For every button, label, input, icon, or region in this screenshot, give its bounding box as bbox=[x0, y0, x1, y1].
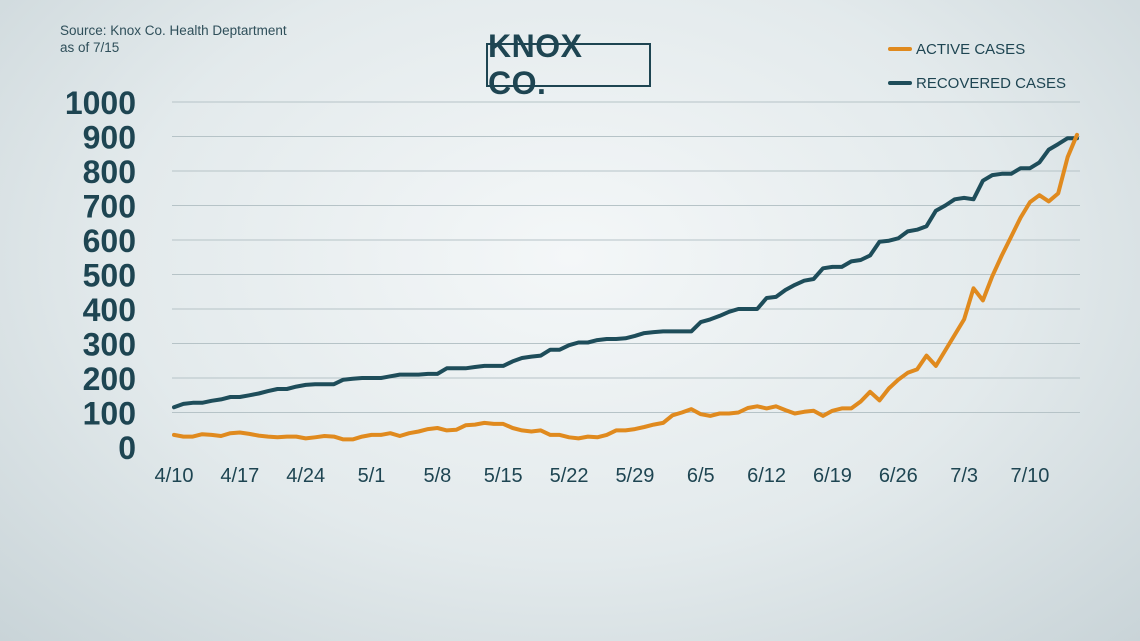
x-tick-label: 6/5 bbox=[687, 465, 715, 487]
y-tick-label: 100 bbox=[83, 396, 136, 432]
x-tick-label: 5/29 bbox=[615, 465, 654, 487]
y-tick-label: 500 bbox=[83, 258, 136, 294]
y-tick-label: 300 bbox=[83, 327, 136, 363]
legend-swatch-active bbox=[888, 47, 912, 51]
x-tick-label: 6/19 bbox=[813, 465, 852, 487]
legend-item-recovered: RECOVERED CASES bbox=[888, 72, 1066, 94]
series-line-active-cases bbox=[172, 132, 1079, 442]
x-tick-label: 6/26 bbox=[879, 465, 918, 487]
y-tick-label: 600 bbox=[83, 223, 136, 259]
y-tick-label: 800 bbox=[83, 154, 136, 190]
y-tick-label: 900 bbox=[83, 120, 136, 156]
legend-label-active: ACTIVE CASES bbox=[916, 40, 1026, 58]
x-tick-label: 4/24 bbox=[286, 465, 325, 487]
y-tick-label: 0 bbox=[118, 430, 136, 466]
y-tick-label: 700 bbox=[83, 189, 136, 225]
series-layer bbox=[172, 132, 1079, 442]
legend-item-active: ACTIVE CASES bbox=[888, 38, 1066, 60]
x-tick-label: 4/10 bbox=[155, 465, 194, 487]
source-note: Source: Knox Co. Health Deptartment as o… bbox=[60, 22, 287, 56]
x-tick-label: 7/10 bbox=[1011, 465, 1050, 487]
x-axis-ticks: 4/10 4/17 4/24 5/1 5/8 5/15 5/22 5/29 6/5 6/12 6/1… bbox=[155, 465, 1050, 487]
legend: ACTIVE CASES RECOVERED CASES bbox=[888, 38, 1066, 106]
x-tick-label: 5/1 bbox=[358, 465, 386, 487]
x-tick-label: 4/17 bbox=[220, 465, 259, 487]
x-tick-label: 5/22 bbox=[550, 465, 589, 487]
series-line-recovered-cases bbox=[172, 136, 1079, 410]
y-tick-label: 1000 bbox=[65, 85, 136, 121]
source-line: Source: Knox Co. Health Deptartment bbox=[60, 23, 287, 38]
x-tick-label: 5/15 bbox=[484, 465, 523, 487]
legend-swatch-recovered bbox=[888, 81, 912, 85]
x-tick-label: 7/3 bbox=[950, 465, 978, 487]
y-tick-label: 200 bbox=[83, 361, 136, 397]
date-line: as of 7/15 bbox=[60, 40, 120, 55]
x-tick-label: 5/8 bbox=[423, 465, 451, 487]
x-tick-label: 6/12 bbox=[747, 465, 786, 487]
y-tick-label: 400 bbox=[83, 292, 136, 328]
legend-label-recovered: RECOVERED CASES bbox=[916, 74, 1067, 92]
grid-layer bbox=[172, 101, 1080, 413]
